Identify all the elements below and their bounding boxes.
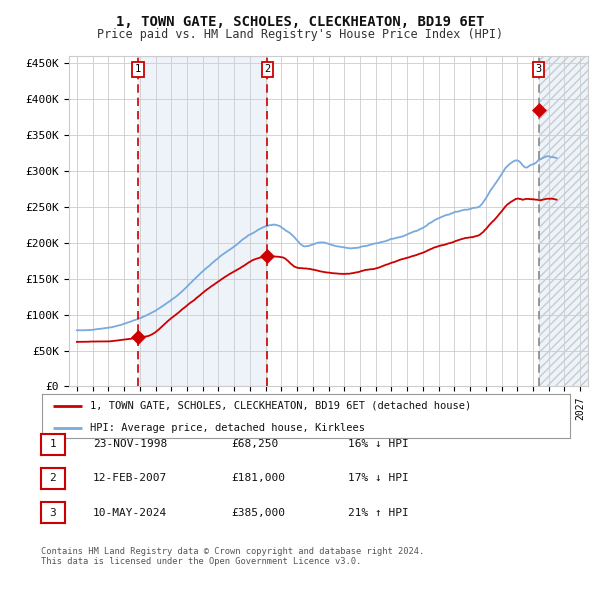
Text: This data is licensed under the Open Government Licence v3.0.: This data is licensed under the Open Gov… (41, 558, 361, 566)
Bar (138, 56, 268, 386)
Text: 1: 1 (49, 440, 56, 449)
Text: 21% ↑ HPI: 21% ↑ HPI (348, 508, 409, 517)
Text: Price paid vs. HM Land Registry's House Price Index (HPI): Price paid vs. HM Land Registry's House … (97, 28, 503, 41)
Text: 23-NOV-1998: 23-NOV-1998 (93, 440, 167, 449)
Text: 10-MAY-2024: 10-MAY-2024 (93, 508, 167, 517)
Text: HPI: Average price, detached house, Kirklees: HPI: Average price, detached house, Kirk… (89, 423, 365, 433)
Text: £385,000: £385,000 (231, 508, 285, 517)
Bar (539, 56, 588, 386)
Text: 3: 3 (49, 508, 56, 517)
Text: Contains HM Land Registry data © Crown copyright and database right 2024.: Contains HM Land Registry data © Crown c… (41, 547, 424, 556)
Text: £181,000: £181,000 (231, 474, 285, 483)
Text: 1: 1 (135, 64, 141, 74)
Text: 1, TOWN GATE, SCHOLES, CLECKHEATON, BD19 6ET (detached house): 1, TOWN GATE, SCHOLES, CLECKHEATON, BD19… (89, 401, 471, 411)
Text: 17% ↓ HPI: 17% ↓ HPI (348, 474, 409, 483)
Text: 12-FEB-2007: 12-FEB-2007 (93, 474, 167, 483)
Text: £68,250: £68,250 (231, 440, 278, 449)
Text: 2: 2 (265, 64, 271, 74)
Text: 2: 2 (49, 474, 56, 483)
Text: 3: 3 (535, 64, 542, 74)
Text: 1, TOWN GATE, SCHOLES, CLECKHEATON, BD19 6ET: 1, TOWN GATE, SCHOLES, CLECKHEATON, BD19… (116, 15, 484, 29)
Text: 16% ↓ HPI: 16% ↓ HPI (348, 440, 409, 449)
